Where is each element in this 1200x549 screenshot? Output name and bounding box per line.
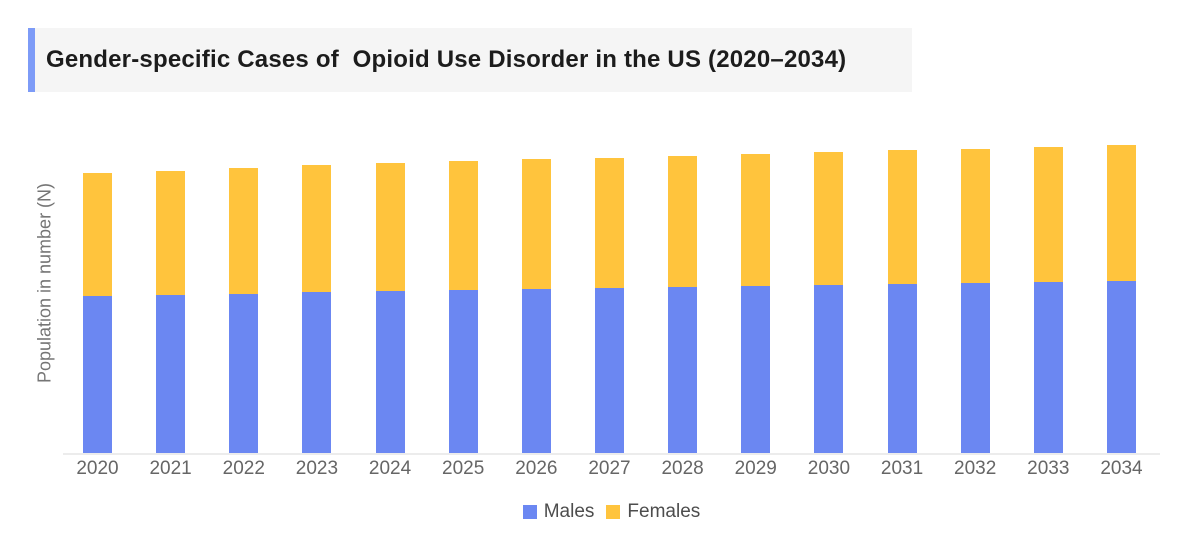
bar-segment-males-2030 — [814, 285, 844, 453]
bar-segment-females-2021 — [156, 171, 186, 295]
y-axis-label: Population in number (N) — [34, 182, 55, 384]
plot-area — [63, 140, 1160, 455]
legend-swatch-males — [522, 505, 537, 519]
bar-group-2023 — [302, 165, 332, 453]
legend-item-males: Males — [522, 501, 595, 523]
bar-segment-females-2027 — [594, 158, 624, 288]
bar-segment-females-2031 — [887, 150, 917, 284]
bar-segment-males-2025 — [448, 290, 478, 453]
bar-group-2021 — [156, 171, 186, 453]
bar-group-2027 — [594, 158, 624, 453]
legend: Males Females — [63, 501, 1160, 523]
bar-group-2024 — [375, 163, 405, 453]
bar-group-2031 — [887, 150, 917, 453]
bar-segment-males-2033 — [1033, 282, 1063, 453]
bar-segment-females-2026 — [521, 159, 551, 289]
bar-group-2020 — [83, 173, 112, 453]
x-axis-label-2023: 2023 — [295, 458, 339, 479]
bar-group-2033 — [1033, 147, 1063, 453]
bar-segment-females-2024 — [375, 163, 405, 291]
bar-segment-males-2031 — [887, 284, 917, 453]
legend-label-females: Females — [627, 501, 701, 522]
bar-segment-males-2026 — [521, 289, 551, 453]
title-accent-bar — [28, 28, 35, 92]
x-axis-label-2024: 2024 — [368, 458, 412, 479]
chart-title: Gender-specific Cases of Opioid Use Diso… — [46, 46, 847, 73]
bar-segment-males-2024 — [375, 291, 405, 453]
bar-segment-males-2023 — [302, 292, 332, 453]
bar-group-2032 — [960, 149, 990, 453]
x-axis-label-2034: 2034 — [1100, 458, 1143, 479]
bar-segment-males-2028 — [668, 287, 698, 453]
bar-segment-males-2034 — [1106, 281, 1136, 453]
bar-segment-males-2032 — [960, 283, 990, 453]
bar-segment-males-2027 — [594, 288, 624, 453]
bar-group-2025 — [448, 161, 478, 453]
bar-segment-males-2020 — [83, 296, 112, 453]
x-axis-label-2021: 2021 — [149, 458, 192, 479]
bar-segment-females-2029 — [741, 154, 771, 286]
legend-swatch-females — [606, 505, 621, 519]
x-axis-label-2028: 2028 — [661, 458, 704, 479]
x-axis-label-2025: 2025 — [442, 458, 485, 479]
bar-segment-males-2022 — [229, 294, 259, 453]
bar-segment-females-2022 — [229, 168, 259, 294]
x-axis-label-2027: 2027 — [588, 458, 631, 479]
bar-segment-males-2029 — [741, 286, 771, 453]
chart-header: Gender-specific Cases of Opioid Use Diso… — [28, 28, 912, 92]
bar-group-2026 — [521, 159, 551, 453]
bar-group-2034 — [1106, 145, 1136, 453]
bar-segment-females-2030 — [814, 152, 844, 285]
legend-label-males: Males — [543, 501, 595, 522]
bar-segment-females-2020 — [83, 173, 112, 296]
bar-segment-females-2032 — [960, 149, 990, 283]
bar-segment-females-2028 — [668, 156, 698, 287]
bar-segment-females-2025 — [448, 161, 478, 290]
bar-segment-females-2023 — [302, 165, 332, 292]
legend-item-females: Females — [606, 501, 700, 523]
bar-segment-females-2033 — [1033, 147, 1063, 282]
x-axis-label-2032: 2032 — [954, 458, 997, 479]
x-axis-label-2033: 2033 — [1027, 458, 1070, 479]
bar-segment-females-2034 — [1106, 145, 1136, 281]
bar-group-2022 — [229, 168, 259, 453]
x-axis-label-2029: 2029 — [734, 458, 777, 479]
x-axis-label-2031: 2031 — [880, 458, 924, 479]
bar-segment-males-2021 — [156, 295, 186, 453]
x-axis-label-2030: 2030 — [807, 458, 851, 479]
title-band: Gender-specific Cases of Opioid Use Diso… — [35, 28, 912, 92]
bar-group-2030 — [814, 152, 844, 453]
x-axis-label-2026: 2026 — [515, 458, 558, 479]
x-axis-label-2022: 2022 — [222, 458, 265, 479]
x-axis-label-2020: 2020 — [76, 458, 119, 479]
bar-group-2029 — [741, 154, 771, 453]
x-axis: 2020 2021 2022 2023 2024 2025 2026 2027 2028 2029… — [63, 458, 1160, 482]
bar-group-2028 — [668, 156, 698, 453]
